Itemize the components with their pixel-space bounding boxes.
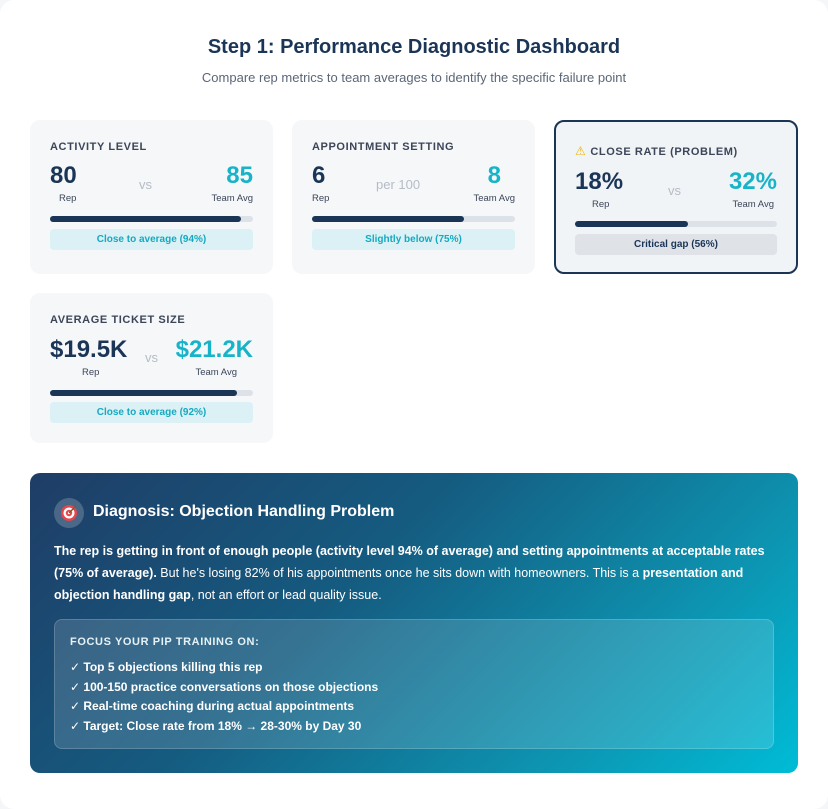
team-avg-label: Team Avg [473,193,515,204]
diagnosis-text-1: But he's losing 82% of his appointments … [156,566,643,580]
focus-item: ✓ Top 5 objections killing this rep [70,660,263,674]
progress-bar [50,390,253,396]
progress-bar [50,216,253,222]
team-avg-label: Team Avg [732,199,774,210]
rep-value: 80 [50,162,77,189]
focus-list: ✓ Top 5 objections killing this rep ✓ 10… [70,658,378,736]
rep-label: Rep [82,367,100,378]
progress-fill [50,390,237,396]
rep-label: Rep [312,193,330,204]
metric-card-close-rate: ⚠ CLOSE RATE (PROBLEM) 18% Rep vs 32% Tea… [554,120,798,274]
vs-separator: vs [668,183,681,198]
diagnosis-text-2: , not an effort or lead quality issue. [190,588,382,602]
team-avg-value: $21.2K [175,336,253,363]
progress-fill [312,216,465,222]
card-label: ⚠ CLOSE RATE (PROBLEM) [575,144,738,158]
team-avg-label: Team Avg [211,193,253,204]
status-badge: Close to average (92%) [50,402,253,423]
focus-item: ✓ 100-150 practice conversations on thos… [70,679,379,694]
metric-card-appointment-setting: APPOINTMENT SETTING 6 Rep per 100 8 Team… [292,120,535,274]
warning-icon: ⚠ [575,144,587,158]
focus-box: FOCUS YOUR PIP TRAINING ON: ✓ Top 5 obje… [54,619,774,749]
progress-fill [50,216,241,222]
metric-card-activity-level: ACTIVITY LEVEL 80 Rep vs 85 Team Avg Clo… [30,120,273,274]
rep-value: 6 [312,162,326,189]
team-avg-value: 8 [487,162,501,189]
progress-bar [575,221,777,227]
status-badge: Slightly below (75%) [312,229,515,250]
per-100-separator: per 100 [376,177,421,192]
card-label: AVERAGE TICKET SIZE [50,314,186,326]
card-label-text: CLOSE RATE (PROBLEM) [590,146,738,158]
vs-separator: vs [139,177,152,192]
progress-bar [312,216,515,222]
metric-card-average-ticket-size: AVERAGE TICKET SIZE $19.5K Rep vs $21.2K… [30,293,273,443]
vs-separator: vs [145,350,158,365]
team-avg-value: 85 [226,162,253,189]
status-badge: Critical gap (56%) [575,234,777,255]
diagnosis-title: Diagnosis: Objection Handling Problem [93,503,395,520]
rep-label: Rep [592,199,610,210]
status-badge: Close to average (94%) [50,229,253,250]
page-subtitle: Compare rep metrics to team averages to … [201,70,627,85]
diagnosis-text-bold-2: presentation and objection handling gap [54,566,744,602]
team-avg-value: 32% [728,168,777,195]
rep-value: 18% [575,168,624,195]
focus-item: ✓ Target: Close rate from 18% → 28-30% b… [70,718,362,733]
focus-item: ✓ Real-time coaching during actual appoi… [70,699,355,713]
card-label: ACTIVITY LEVEL [50,141,147,153]
focus-title: FOCUS YOUR PIP TRAINING ON: [70,636,260,648]
page-title: Step 1: Performance Diagnostic Dashboard [207,36,621,58]
diagnosis-text-bold-1: The rep is getting in front of enough pe… [54,544,765,580]
target-icon [54,498,84,528]
team-avg-label: Team Avg [195,367,237,378]
card-label: APPOINTMENT SETTING [312,141,455,153]
diagnosis-panel: Diagnosis: Objection Handling Problem Th… [30,473,798,773]
progress-fill [575,221,689,227]
rep-value: $19.5K [50,336,128,363]
rep-label: Rep [59,193,77,204]
diagnosis-text: The rep is getting in front of enough pe… [54,540,776,606]
